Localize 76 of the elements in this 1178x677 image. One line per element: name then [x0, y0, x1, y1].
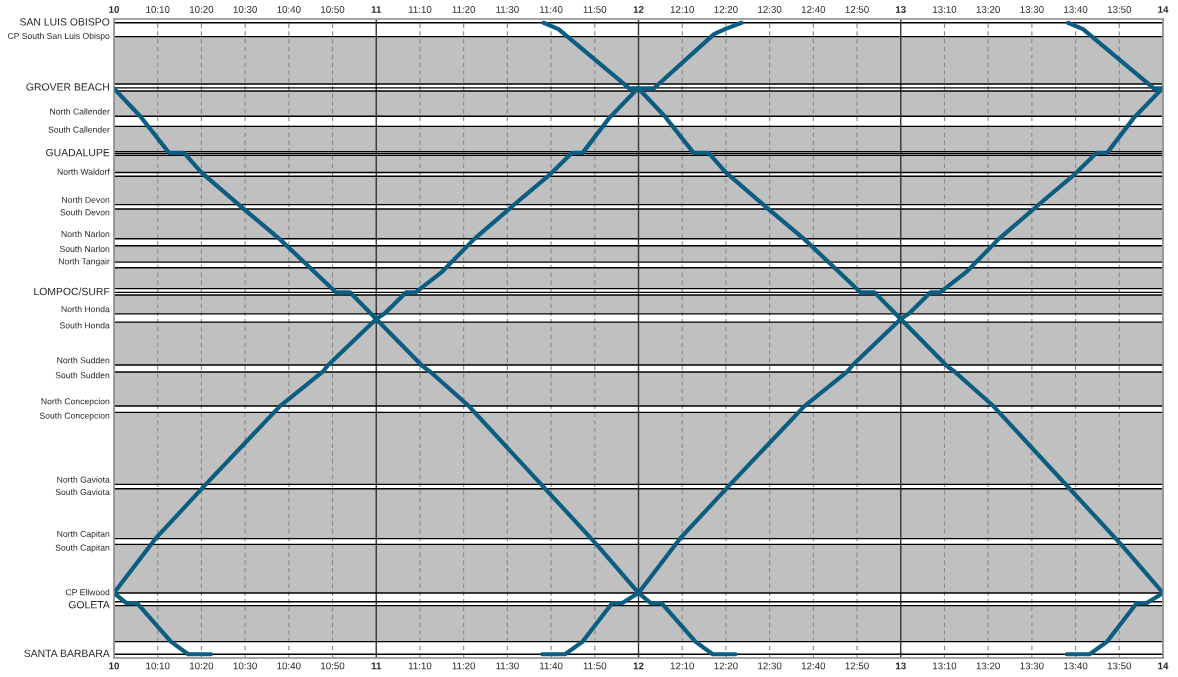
x-tick-label: 10:30: [233, 662, 257, 670]
ref-line-label: North Callender: [50, 108, 110, 115]
ref-line-label: North Gaviota: [57, 476, 110, 483]
x2-tick-label: 12:40: [801, 6, 826, 13]
x-tick-label: 11:40: [540, 662, 563, 670]
ref-line-label: SANTA BARBARA: [24, 649, 110, 658]
ref-line-label: South Capitan: [55, 544, 110, 553]
x2-tick-label: 13:20: [976, 6, 1000, 13]
x2-tick-label: 12:20: [714, 6, 738, 13]
x2-tick-label: 13:40: [1064, 6, 1088, 13]
ref-line-label: CP Ellwood: [65, 588, 110, 596]
x2-tick-label: 10:40: [277, 6, 301, 13]
ref-line-label: GOLETA: [68, 601, 110, 609]
x2-tick-label: 12:30: [758, 6, 782, 13]
x-tick-label: 13:30: [1020, 662, 1044, 670]
ref-line-label: LOMPOC/SURF: [34, 287, 110, 296]
x-tick-label: 13:10: [933, 662, 957, 670]
x-tick-label: 12:50: [845, 662, 869, 670]
x2-tick-label: 10:50: [321, 6, 345, 13]
x-tick-label: 14: [1158, 662, 1169, 670]
ref-line-label: South Narlon: [59, 245, 110, 253]
x-tick-label: 12:30: [758, 662, 782, 670]
x-tick-label: 13:20: [976, 662, 1000, 670]
x-tick-label: 11: [371, 662, 382, 670]
x2-tick-label: 11:50: [583, 6, 607, 13]
x2-tick-label: 10:10: [146, 6, 170, 13]
x-tick-label: 13: [895, 662, 906, 670]
ref-line-label: South Devon: [60, 209, 110, 216]
x2-tick-label: 11:10: [408, 6, 432, 13]
ref-line-label: North Honda: [61, 305, 110, 313]
x2-tick-label: 13:50: [1107, 6, 1132, 13]
ref-line-label: North Tangair: [58, 258, 110, 267]
x-tick-label: 10:50: [321, 662, 345, 670]
x-tick-label: 10:10: [146, 662, 170, 670]
x2-tick-label: 11:20: [452, 6, 476, 13]
x-tick-label: 11:30: [496, 662, 519, 670]
ref-line-label: South Concepcion: [39, 412, 110, 421]
ref-line-label: South Gaviota: [55, 488, 110, 496]
ref-line-label: North Waldorf: [57, 168, 110, 175]
x2-tick-label: 12:10: [670, 6, 694, 13]
ref-line-label: SAN LUIS OBISPO: [19, 18, 110, 26]
x-tick-label: 11:50: [583, 662, 607, 670]
x-tick-label: 11:10: [408, 662, 432, 670]
ref-line-label: North Narlon: [61, 230, 110, 238]
x-tick-label: 12:10: [670, 662, 694, 670]
x-tick-label: 10:40: [277, 662, 301, 670]
ref-line-label: South Honda: [59, 322, 110, 329]
ref-line-label: South Sudden: [55, 371, 110, 379]
ref-line-label: GUADALUPE: [46, 148, 110, 157]
ref-line-label: North Capitan: [57, 530, 110, 539]
x-tick-label: 13:50: [1107, 662, 1132, 670]
ref-line-label: North Sudden: [57, 356, 110, 364]
x2-tick-label: 13: [895, 6, 906, 13]
ref-line-label: GROVER BEACH: [26, 83, 109, 91]
x2-tick-label: 13:30: [1020, 6, 1044, 13]
ref-line-label: North Devon: [62, 196, 110, 203]
ref-line-label: North Concepcion: [41, 398, 110, 407]
x-tick-label: 12: [633, 662, 644, 670]
x-tick-label: 13:40: [1064, 662, 1088, 670]
x2-tick-label: 12: [633, 6, 644, 13]
x2-tick-label: 10:30: [233, 6, 257, 13]
x-tick-label: 12:40: [801, 662, 826, 670]
x-tick-label: 12:20: [714, 662, 738, 670]
x-tick-label: 11:20: [452, 662, 476, 670]
x-tick-label: 10: [109, 662, 120, 670]
x2-tick-label: 10:20: [189, 6, 214, 13]
x-tick-label: 10:20: [189, 662, 214, 670]
x2-tick-label: 11: [371, 6, 382, 13]
x2-tick-label: 14: [1158, 6, 1169, 13]
x2-tick-label: 11:40: [540, 6, 563, 13]
x2-tick-label: 10: [109, 6, 120, 13]
x2-tick-label: 11:30: [496, 6, 519, 13]
x2-tick-label: 12:50: [845, 6, 869, 13]
ref-line-label: CP South San Luis Obispo: [7, 32, 110, 41]
x2-tick-label: 13:10: [933, 6, 957, 13]
ref-line-label: South Callender: [48, 126, 110, 133]
